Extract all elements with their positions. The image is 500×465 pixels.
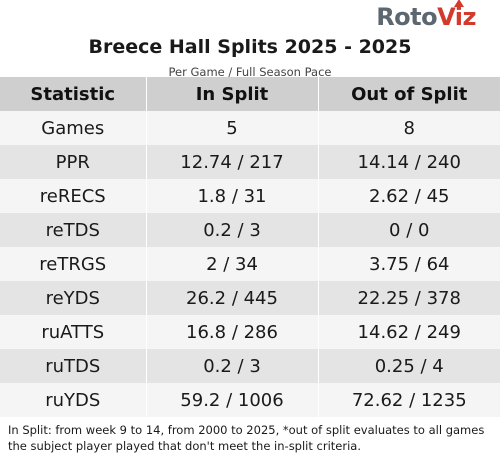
column-header-out-of-split: Out of Split bbox=[317, 77, 500, 111]
column-header-statistic: Statistic bbox=[0, 77, 146, 111]
in-split-cell: 26.2 / 445 bbox=[145, 281, 318, 315]
stat-name-cell: ruTDS bbox=[0, 349, 146, 383]
out-of-split-cell: 14.62 / 249 bbox=[317, 315, 500, 349]
in-split-cell: 0.2 / 3 bbox=[145, 349, 318, 383]
stat-name-cell: Games bbox=[0, 111, 146, 145]
table-row: ruYDS 59.2 / 1006 72.62 / 1235 bbox=[0, 383, 500, 417]
stat-name-cell: reTRGS bbox=[0, 247, 146, 281]
stat-name-cell: ruATTS bbox=[0, 315, 146, 349]
rotoviz-logo: Roto Viz bbox=[376, 0, 476, 31]
table-row: reRECS 1.8 / 31 2.62 / 45 bbox=[0, 179, 500, 213]
column-header-in-split: In Split bbox=[145, 77, 318, 111]
out-of-split-cell: 22.25 / 378 bbox=[317, 281, 500, 315]
split-footnote: In Split: from week 9 to 14, from 2000 t… bbox=[8, 423, 485, 453]
out-of-split-cell: 0 / 0 bbox=[317, 213, 500, 247]
table-row: reTRGS 2 / 34 3.75 / 64 bbox=[0, 247, 500, 281]
logo-text-roto: Roto bbox=[376, 3, 438, 31]
splits-table: Statistic In Split Out of Split Games 5 … bbox=[0, 77, 500, 417]
logo-accent-icon bbox=[454, 0, 465, 7]
table-row: PPR 12.74 / 217 14.14 / 240 bbox=[0, 145, 500, 179]
page-title: Breece Hall Splits 2025 - 2025 bbox=[88, 36, 412, 58]
page-subtitle: Per Game / Full Season Pace bbox=[168, 65, 332, 79]
in-split-cell: 5 bbox=[145, 111, 318, 145]
stat-name-cell: PPR bbox=[0, 145, 146, 179]
table-row: ruTDS 0.2 / 3 0.25 / 4 bbox=[0, 349, 500, 383]
table-row: ruATTS 16.8 / 286 14.62 / 249 bbox=[0, 315, 500, 349]
in-split-cell: 0.2 / 3 bbox=[145, 213, 318, 247]
table-row: Games 5 8 bbox=[0, 111, 500, 145]
in-split-cell: 12.74 / 217 bbox=[145, 145, 318, 179]
out-of-split-cell: 8 bbox=[317, 111, 500, 145]
in-split-cell: 59.2 / 1006 bbox=[145, 383, 318, 417]
out-of-split-cell: 0.25 / 4 bbox=[317, 349, 500, 383]
table-row: reTDS 0.2 / 3 0 / 0 bbox=[0, 213, 500, 247]
out-of-split-cell: 2.62 / 45 bbox=[317, 179, 500, 213]
in-split-cell: 16.8 / 286 bbox=[145, 315, 318, 349]
stat-name-cell: reYDS bbox=[0, 281, 146, 315]
out-of-split-cell: 14.14 / 240 bbox=[317, 145, 500, 179]
in-split-cell: 1.8 / 31 bbox=[145, 179, 318, 213]
out-of-split-cell: 3.75 / 64 bbox=[317, 247, 500, 281]
stat-name-cell: ruYDS bbox=[0, 383, 146, 417]
table-header-row: Statistic In Split Out of Split bbox=[0, 77, 500, 111]
stat-name-cell: reTDS bbox=[0, 213, 146, 247]
in-split-cell: 2 / 34 bbox=[145, 247, 318, 281]
logo-text-viz: Viz bbox=[437, 3, 476, 31]
out-of-split-cell: 72.62 / 1235 bbox=[317, 383, 500, 417]
table-row: reYDS 26.2 / 445 22.25 / 378 bbox=[0, 281, 500, 315]
stat-name-cell: reRECS bbox=[0, 179, 146, 213]
